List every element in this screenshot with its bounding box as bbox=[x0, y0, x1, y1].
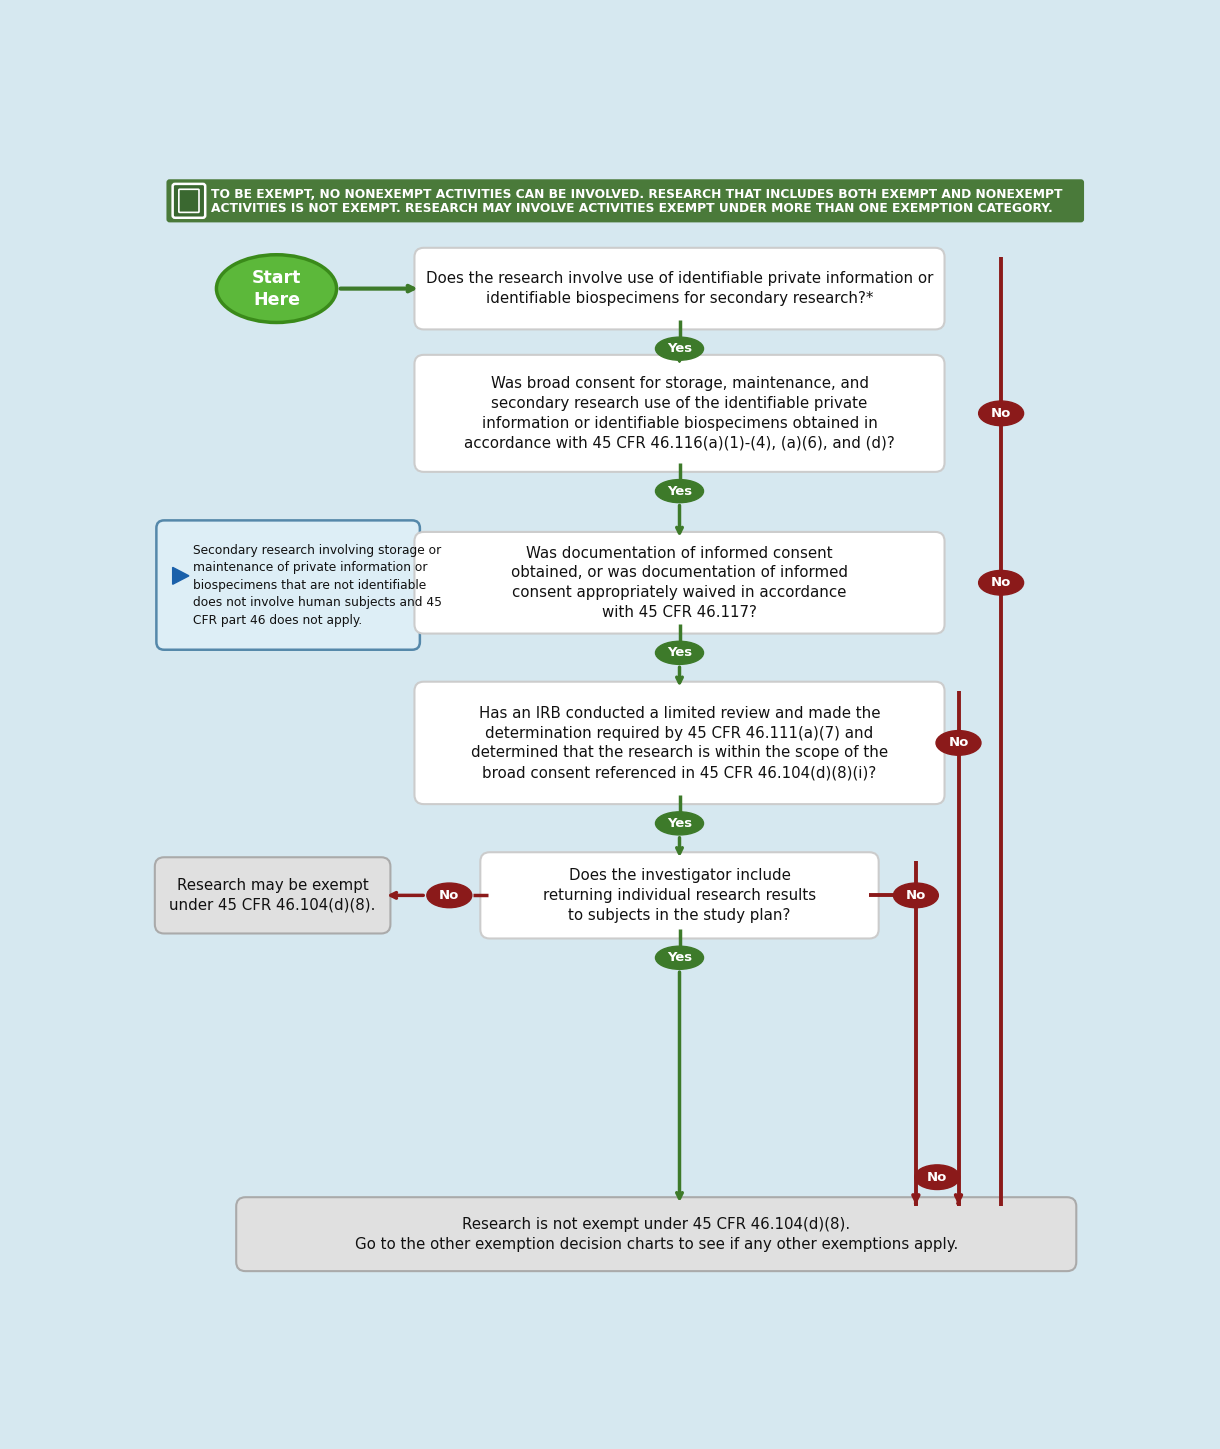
Text: No: No bbox=[905, 888, 926, 901]
FancyBboxPatch shape bbox=[415, 355, 944, 472]
FancyBboxPatch shape bbox=[481, 852, 878, 939]
Text: Does the research involve use of identifiable private information or
identifiabl: Does the research involve use of identif… bbox=[426, 271, 933, 306]
Text: Research may be exempt
under 45 CFR 46.104(d)(8).: Research may be exempt under 45 CFR 46.1… bbox=[170, 878, 376, 913]
Text: Does the investigator include
returning individual research results
to subjects : Does the investigator include returning … bbox=[543, 868, 816, 923]
Text: No: No bbox=[948, 736, 969, 749]
Ellipse shape bbox=[936, 730, 981, 755]
Ellipse shape bbox=[915, 1165, 960, 1190]
Ellipse shape bbox=[978, 571, 1024, 596]
Ellipse shape bbox=[655, 642, 704, 665]
Text: No: No bbox=[927, 1171, 948, 1184]
Text: Has an IRB conducted a limited review and made the
determination required by 45 : Has an IRB conducted a limited review an… bbox=[471, 706, 888, 780]
FancyBboxPatch shape bbox=[166, 180, 1085, 222]
Text: No: No bbox=[439, 888, 460, 901]
Ellipse shape bbox=[655, 811, 704, 835]
FancyBboxPatch shape bbox=[179, 190, 199, 213]
Ellipse shape bbox=[216, 255, 337, 323]
Text: No: No bbox=[991, 577, 1011, 590]
FancyBboxPatch shape bbox=[173, 184, 205, 217]
Text: Was broad consent for storage, maintenance, and
secondary research use of the id: Was broad consent for storage, maintenan… bbox=[464, 377, 895, 451]
FancyBboxPatch shape bbox=[155, 858, 390, 933]
Text: Research is not exempt under 45 CFR 46.104(d)(8).
Go to the other exemption deci: Research is not exempt under 45 CFR 46.1… bbox=[355, 1217, 958, 1252]
FancyBboxPatch shape bbox=[415, 532, 944, 633]
FancyBboxPatch shape bbox=[415, 681, 944, 804]
Text: Secondary research involving storage or
maintenance of private information or
bi: Secondary research involving storage or … bbox=[193, 543, 442, 626]
FancyBboxPatch shape bbox=[237, 1197, 1076, 1271]
Polygon shape bbox=[173, 568, 189, 584]
FancyBboxPatch shape bbox=[156, 520, 420, 649]
Text: Was documentation of informed consent
obtained, or was documentation of informed: Was documentation of informed consent ob… bbox=[511, 546, 848, 620]
Text: No: No bbox=[991, 407, 1011, 420]
Text: Start
Here: Start Here bbox=[251, 268, 301, 309]
Ellipse shape bbox=[427, 882, 472, 907]
Text: Yes: Yes bbox=[667, 342, 692, 355]
Ellipse shape bbox=[655, 946, 704, 969]
FancyBboxPatch shape bbox=[415, 248, 944, 329]
Text: Yes: Yes bbox=[667, 646, 692, 659]
Ellipse shape bbox=[893, 882, 938, 907]
Text: TO BE EXEMPT, NO NONEXEMPT ACTIVITIES CAN BE INVOLVED. RESEARCH THAT INCLUDES BO: TO BE EXEMPT, NO NONEXEMPT ACTIVITIES CA… bbox=[211, 188, 1063, 201]
Ellipse shape bbox=[655, 480, 704, 503]
Ellipse shape bbox=[978, 401, 1024, 426]
Text: Yes: Yes bbox=[667, 951, 692, 964]
Ellipse shape bbox=[655, 338, 704, 361]
Text: ACTIVITIES IS NOT EXEMPT. RESEARCH MAY INVOLVE ACTIVITIES EXEMPT UNDER MORE THAN: ACTIVITIES IS NOT EXEMPT. RESEARCH MAY I… bbox=[211, 201, 1053, 214]
Text: Yes: Yes bbox=[667, 817, 692, 830]
Text: Yes: Yes bbox=[667, 484, 692, 497]
